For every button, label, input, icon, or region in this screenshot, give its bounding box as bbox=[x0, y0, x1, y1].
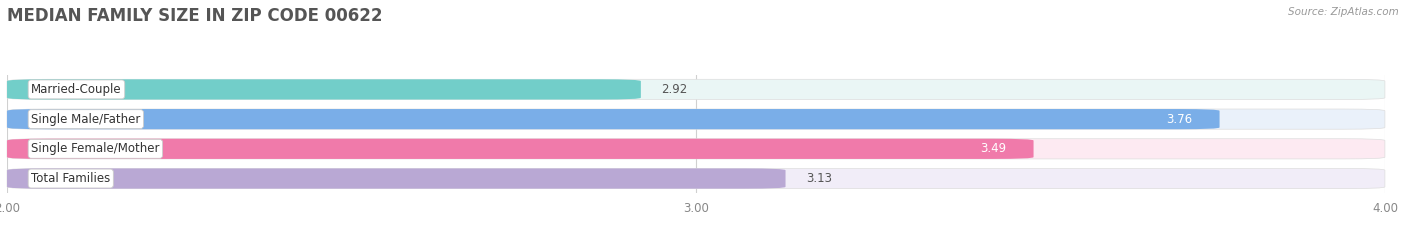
Text: Source: ZipAtlas.com: Source: ZipAtlas.com bbox=[1288, 7, 1399, 17]
FancyBboxPatch shape bbox=[7, 109, 1219, 129]
Text: Married-Couple: Married-Couple bbox=[31, 83, 122, 96]
Text: 3.49: 3.49 bbox=[980, 142, 1007, 155]
Text: 2.92: 2.92 bbox=[661, 83, 688, 96]
FancyBboxPatch shape bbox=[7, 79, 1385, 99]
Text: 3.13: 3.13 bbox=[806, 172, 832, 185]
Text: MEDIAN FAMILY SIZE IN ZIP CODE 00622: MEDIAN FAMILY SIZE IN ZIP CODE 00622 bbox=[7, 7, 382, 25]
FancyBboxPatch shape bbox=[7, 168, 786, 189]
FancyBboxPatch shape bbox=[7, 109, 1385, 129]
Text: 3.76: 3.76 bbox=[1166, 113, 1192, 126]
Text: Single Female/Mother: Single Female/Mother bbox=[31, 142, 160, 155]
Text: Single Male/Father: Single Male/Father bbox=[31, 113, 141, 126]
FancyBboxPatch shape bbox=[7, 168, 1385, 189]
FancyBboxPatch shape bbox=[7, 139, 1385, 159]
FancyBboxPatch shape bbox=[7, 79, 641, 99]
Text: Total Families: Total Families bbox=[31, 172, 111, 185]
FancyBboxPatch shape bbox=[7, 139, 1033, 159]
